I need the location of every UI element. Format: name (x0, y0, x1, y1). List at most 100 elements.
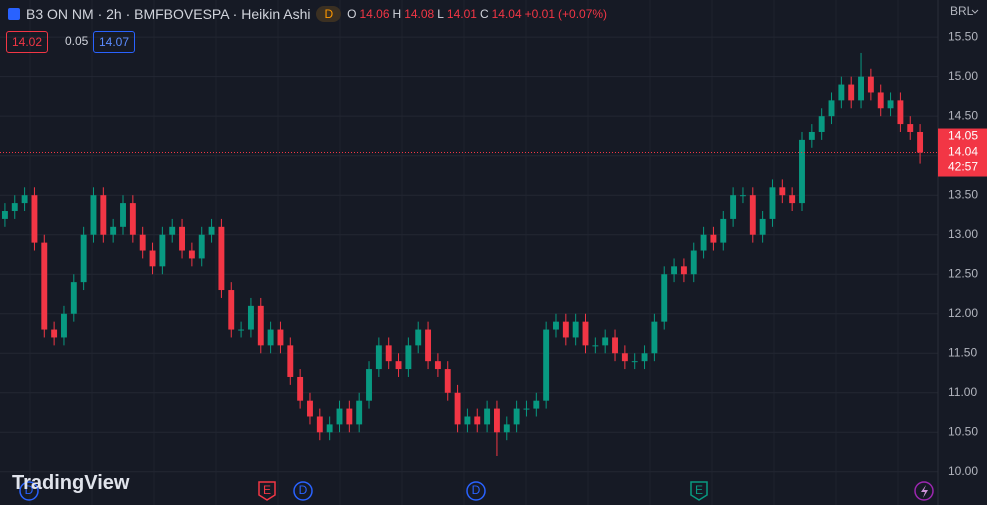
candle-body (907, 124, 914, 132)
candle-body (651, 321, 658, 354)
candle-body (405, 345, 412, 370)
candle-body (779, 187, 786, 196)
event-icon[interactable] (914, 481, 934, 501)
event-shape (19, 481, 39, 501)
event-shape (293, 481, 313, 501)
candle-body (897, 100, 904, 125)
candle-body (336, 408, 343, 425)
candle-body (139, 234, 146, 251)
candle-body (375, 345, 382, 370)
candle-body (366, 369, 372, 401)
event-label[interactable]: D (299, 483, 308, 497)
candle-body (41, 242, 48, 330)
h-label: H (392, 7, 402, 21)
candle-body (661, 274, 668, 322)
candle-body (641, 353, 648, 362)
price-tag-mid: 14.04 (948, 145, 978, 159)
o-label: O (347, 7, 357, 21)
bid[interactable]: 14.02 (6, 31, 49, 53)
candle-body (51, 329, 58, 338)
candle-body (159, 234, 166, 267)
candle-body (631, 361, 638, 363)
symbol-icon (8, 8, 20, 20)
candle-body (21, 195, 28, 204)
candle-body (877, 92, 884, 109)
ask[interactable]: 14.07 (93, 31, 136, 53)
spread: 0.05 (65, 34, 89, 48)
candle-body (523, 408, 530, 410)
event-label[interactable]: D (25, 483, 34, 497)
candle-body (493, 408, 500, 433)
candle-body (385, 345, 392, 362)
y-tick-label: 15.00 (948, 69, 978, 83)
y-tick-label: 15.50 (948, 29, 978, 43)
candle-body (1, 211, 8, 219)
candle-body (808, 131, 815, 140)
candle-body (110, 226, 117, 235)
event-label[interactable]: E (695, 483, 703, 497)
candle-body (503, 424, 510, 433)
candle-body (533, 400, 540, 409)
c-label: C (479, 7, 489, 21)
candle-body (602, 337, 609, 346)
candle-body (730, 195, 737, 219)
event-label[interactable]: D (472, 483, 481, 497)
candle-body (326, 424, 333, 433)
y-tick-label: 12.00 (948, 306, 978, 320)
candle-body (799, 139, 805, 204)
legend: B3 ON NM · 2h · BMFBOVESPA · Heikin Ashi… (8, 6, 607, 22)
candle-body (11, 203, 18, 212)
candle-body (710, 234, 717, 243)
candle-body (31, 195, 38, 243)
y-tick-label: 12.50 (948, 266, 978, 280)
candle-body (484, 408, 491, 425)
candle-body (179, 226, 185, 251)
candle-body (444, 369, 451, 393)
candle-body (838, 84, 845, 101)
logo[interactable]: TradingView (12, 472, 130, 494)
candle-body (129, 203, 136, 235)
candle-body (690, 250, 697, 275)
dropdown-icon[interactable] (971, 9, 979, 14)
price-tag-top: 14.05 (948, 129, 978, 143)
currency: BRL (950, 4, 974, 18)
o: 14.06 (359, 7, 390, 21)
badge[interactable]: D (316, 6, 342, 22)
candle-body (917, 131, 924, 153)
event-label[interactable]: E (263, 483, 271, 497)
candle-body (454, 392, 461, 425)
candle-body (582, 321, 589, 346)
candle-body (464, 416, 471, 425)
candle-body (749, 195, 756, 235)
candle-body (90, 195, 97, 235)
c: 14.04 (491, 7, 522, 21)
candle-body (513, 408, 520, 425)
candle-body (267, 329, 274, 346)
candle-body (169, 226, 176, 235)
candle-body (848, 84, 855, 101)
candle-body (297, 376, 304, 401)
candle-body (671, 266, 678, 275)
candle-body (61, 313, 67, 338)
candle-body (858, 76, 864, 101)
candle-body (120, 203, 126, 227)
y-tick-label: 13.50 (948, 187, 978, 201)
candle-body (680, 266, 687, 275)
candle-body (612, 337, 618, 354)
change: +0.01 (524, 7, 556, 21)
candle-body (307, 400, 313, 417)
symbol[interactable]: B3 ON NM · 2h · BMFBOVESPA · Heikin Ashi (26, 6, 311, 22)
grid (0, 36, 938, 473)
candle-body (769, 187, 776, 219)
candle-body (218, 226, 225, 291)
candle-body (789, 195, 796, 204)
candle-body (80, 234, 87, 283)
y-tick-label: 14.50 (948, 108, 978, 122)
candle-body (700, 234, 707, 251)
candle-body (828, 100, 835, 117)
event-shape (258, 481, 276, 501)
candle-body (740, 195, 746, 197)
candle-body (208, 226, 215, 235)
